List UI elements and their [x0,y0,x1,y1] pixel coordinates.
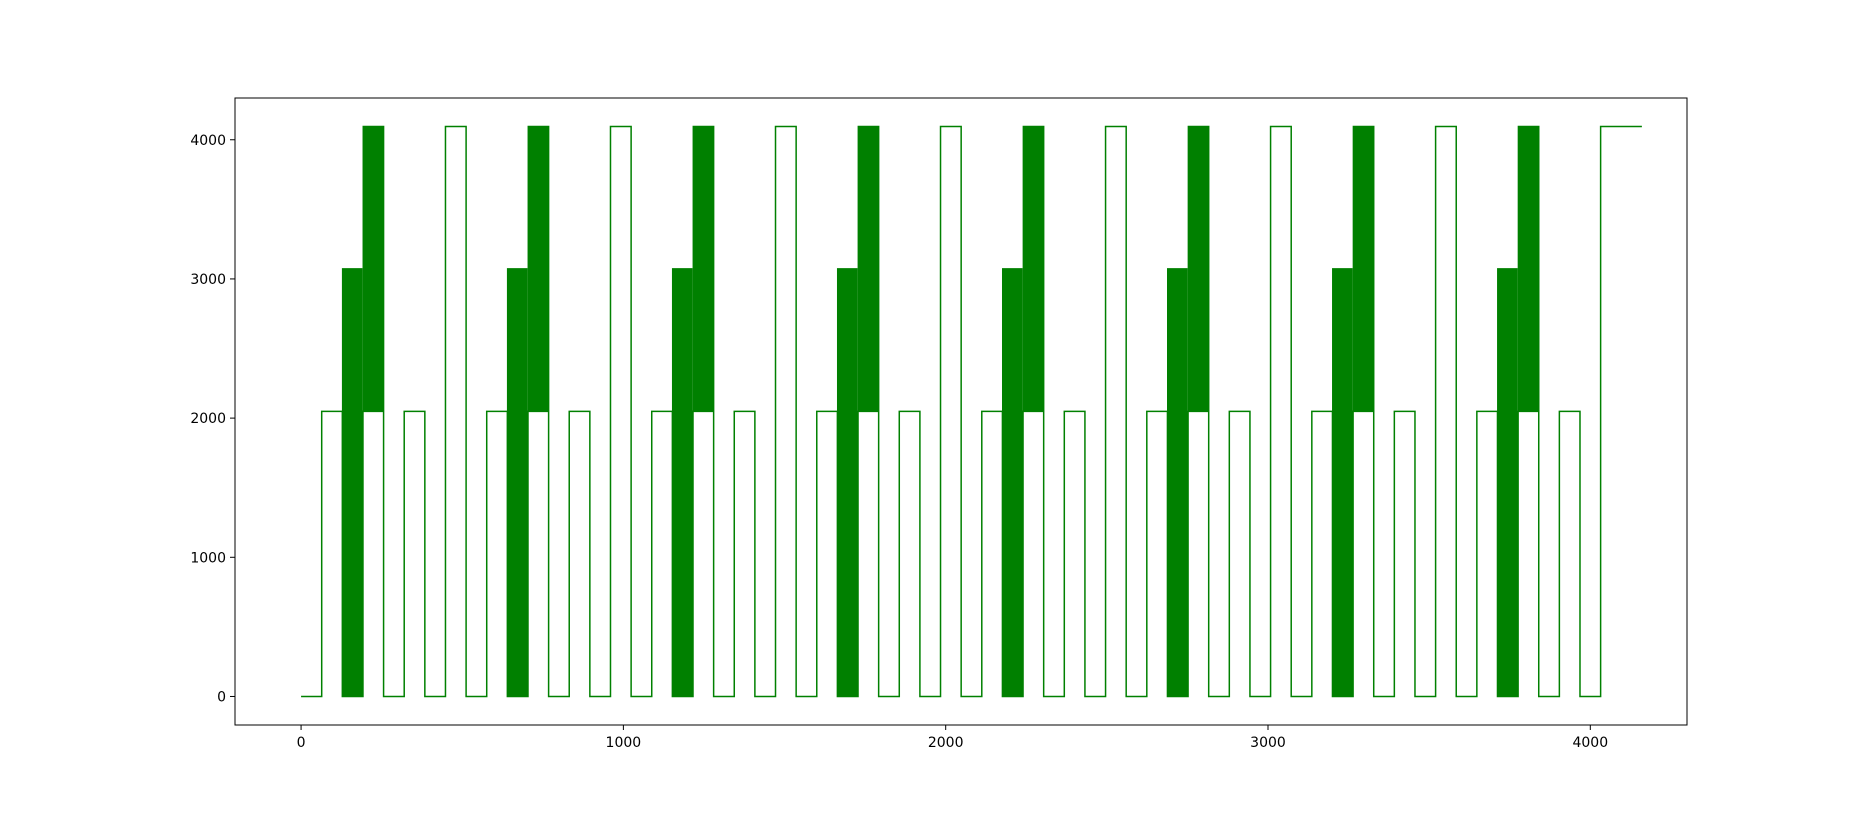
x-tick-label: 1000 [606,735,642,751]
x-tick-label: 2000 [928,735,964,751]
x-tick-label: 3000 [1250,735,1286,751]
x-tick-label: 0 [297,735,306,751]
y-tick-label: 0 [217,689,226,705]
y-tick-label: 3000 [190,272,226,288]
x-tick-label: 4000 [1572,735,1608,751]
y-tick-label: 2000 [190,411,226,427]
y-tick-label: 4000 [190,133,226,149]
y-tick-label: 1000 [190,550,226,566]
